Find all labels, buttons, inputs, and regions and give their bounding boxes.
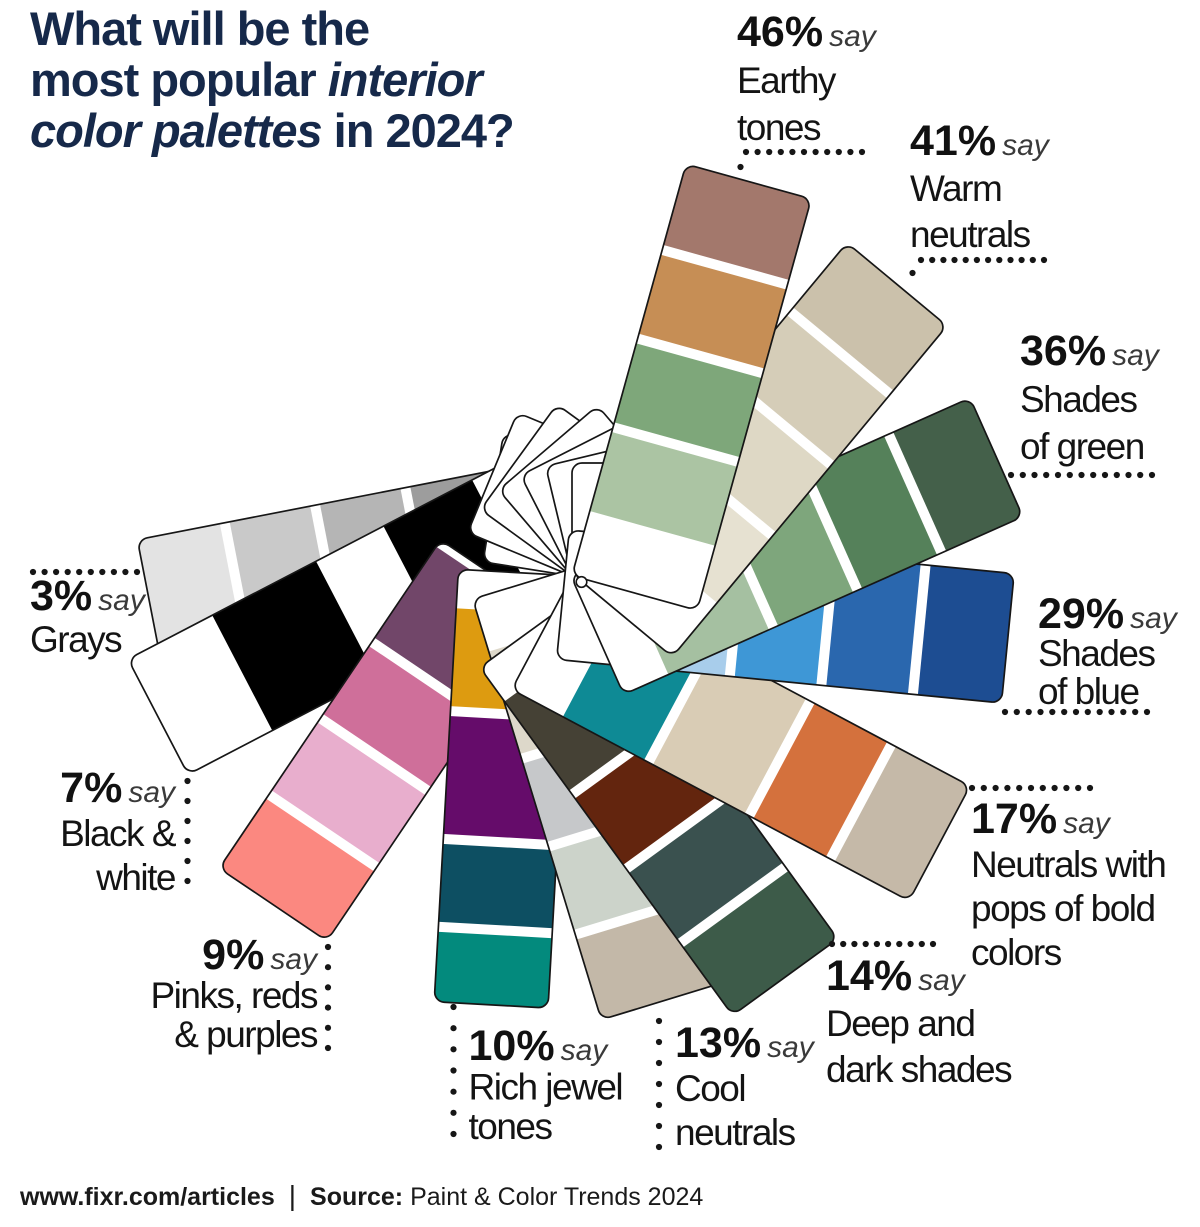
svg-text:Pinks, reds: Pinks, reds <box>150 975 318 1016</box>
svg-text:colors: colors <box>971 932 1062 973</box>
svg-text:most popular interior: most popular interior <box>30 53 485 106</box>
svg-text:Shades: Shades <box>1038 633 1155 674</box>
svg-text:Warm: Warm <box>910 168 1001 209</box>
svg-text:neutrals: neutrals <box>675 1112 796 1153</box>
svg-text:What will be the: What will be the <box>30 2 369 55</box>
svg-text:Deep and: Deep and <box>826 1003 974 1044</box>
svg-text:www.fixr.com/articles|Source:: www.fixr.com/articles | Source: Paint & Co… <box>19 1180 703 1211</box>
svg-text:dark shades: dark shades <box>826 1049 1012 1090</box>
svg-text:Shades: Shades <box>1020 379 1137 420</box>
svg-text:pops of bold: pops of bold <box>971 888 1155 929</box>
svg-text:& purples: & purples <box>174 1014 318 1055</box>
svg-text:neutrals: neutrals <box>910 214 1031 255</box>
svg-text:Rich jewel: Rich jewel <box>469 1067 623 1108</box>
svg-text:36%say: 36% say <box>1020 327 1161 375</box>
svg-text:Earthy: Earthy <box>737 60 837 101</box>
svg-text:of green: of green <box>1020 426 1144 467</box>
svg-text:Black &: Black & <box>60 813 177 854</box>
svg-text:tones: tones <box>737 107 821 148</box>
svg-text:tones: tones <box>469 1106 553 1147</box>
svg-text:color palettes in 2024?: color palettes in 2024? <box>30 104 514 157</box>
svg-text:Grays: Grays <box>30 619 122 660</box>
svg-text:29%say: 29% say <box>1038 590 1179 638</box>
svg-text:41%say: 41% say <box>910 117 1051 165</box>
svg-text:white: white <box>95 857 175 898</box>
svg-text:of blue: of blue <box>1038 671 1139 712</box>
svg-text:Neutrals with: Neutrals with <box>971 844 1165 885</box>
svg-text:Cool: Cool <box>675 1068 745 1109</box>
